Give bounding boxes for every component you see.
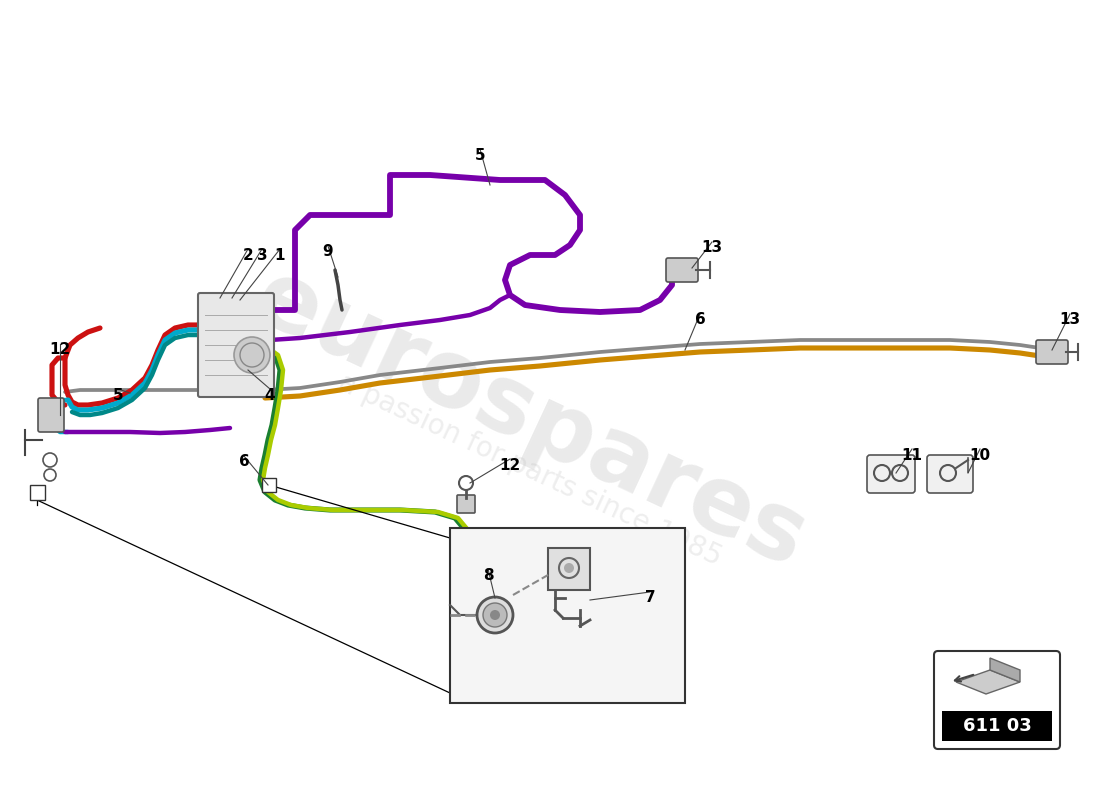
FancyBboxPatch shape [927,455,974,493]
Text: 10: 10 [969,447,991,462]
Text: 3: 3 [256,247,267,262]
Circle shape [477,597,513,633]
FancyBboxPatch shape [867,455,915,493]
Text: 12: 12 [50,342,70,358]
Circle shape [483,603,507,627]
Polygon shape [956,670,1020,694]
Bar [450,528,685,703]
FancyBboxPatch shape [666,258,698,282]
Polygon shape [990,658,1020,682]
Text: 1: 1 [275,247,285,262]
Text: 6: 6 [239,454,250,470]
FancyBboxPatch shape [934,651,1060,749]
Bar [262,478,276,492]
Text: 6: 6 [694,313,705,327]
FancyBboxPatch shape [198,293,274,397]
FancyBboxPatch shape [456,495,475,513]
Text: 7: 7 [645,590,656,606]
FancyBboxPatch shape [39,398,64,432]
FancyBboxPatch shape [1036,340,1068,364]
Text: 13: 13 [1059,313,1080,327]
Text: 8: 8 [483,567,493,582]
Bar [548,548,590,590]
Text: 12: 12 [499,458,520,473]
Bar [942,711,1052,741]
Text: 4: 4 [265,387,275,402]
Text: a passion for parts since 1985: a passion for parts since 1985 [334,369,726,571]
Text: 13: 13 [702,241,723,255]
Text: 5: 5 [475,147,485,162]
Text: 2: 2 [243,247,253,262]
Text: 11: 11 [902,447,923,462]
Circle shape [564,563,574,573]
Text: 611 03: 611 03 [962,717,1032,735]
Circle shape [234,337,270,373]
Text: 9: 9 [322,245,333,259]
Text: eurospares: eurospares [240,252,821,588]
Bar [30,485,45,500]
Text: 5: 5 [112,387,123,402]
Circle shape [490,610,500,620]
